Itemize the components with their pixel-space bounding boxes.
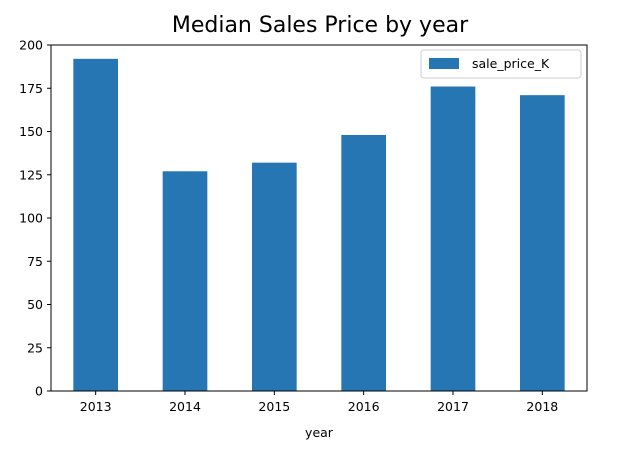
bar-2018: [520, 95, 565, 392]
chart-title: Median Sales Price by year: [172, 13, 469, 38]
bar-2013: [73, 58, 118, 392]
x-axis-ticks: 2013 2014 2015 2016 2017 2018: [80, 391, 558, 414]
x-tick-label: 2017: [437, 399, 469, 414]
y-tick-label: 75: [27, 254, 43, 269]
y-tick-label: 150: [19, 124, 43, 139]
x-axis-label: year: [305, 425, 334, 440]
legend-label: sale_price_K: [472, 56, 550, 71]
x-tick-label: 2018: [526, 399, 558, 414]
y-tick-label: 200: [19, 38, 43, 53]
x-tick-label: 2014: [169, 399, 201, 414]
axes-frame: [50, 44, 588, 392]
y-tick-label: 0: [35, 384, 43, 399]
bar-2016: [341, 134, 386, 391]
y-axis-ticks: 0 25 50 75 100 125 150 175 200: [19, 38, 51, 399]
x-tick-label: 2016: [348, 399, 380, 414]
y-tick-label: 25: [27, 340, 43, 355]
legend-swatch: [429, 58, 459, 69]
legend-frame: [420, 49, 582, 79]
legend: sale_price_K: [420, 49, 582, 79]
y-tick-label: 125: [19, 167, 43, 182]
y-tick-label: 175: [19, 81, 43, 96]
bars-group: [73, 58, 565, 392]
bar-2015: [252, 162, 297, 391]
y-tick-label: 100: [19, 211, 43, 226]
y-tick-label: 50: [27, 297, 43, 312]
x-tick-label: 2013: [80, 399, 112, 414]
bar-2017: [430, 86, 476, 392]
bar-2014: [162, 171, 208, 391]
x-tick-label: 2015: [258, 399, 290, 414]
